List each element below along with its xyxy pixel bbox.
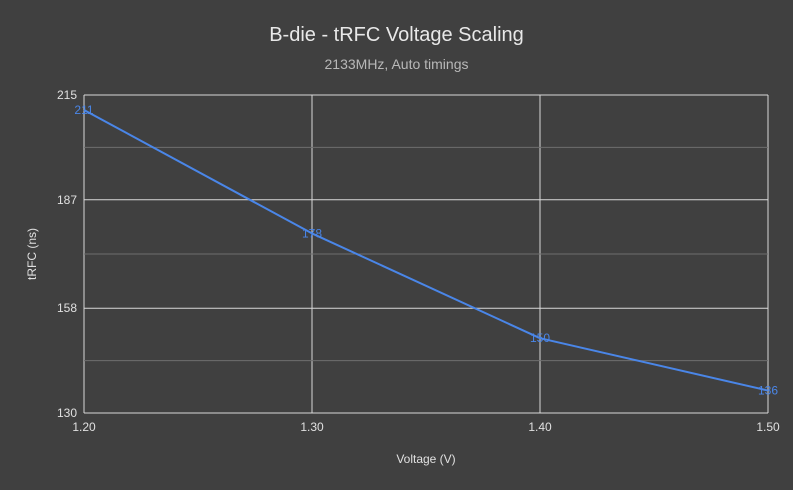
grid — [83, 94, 769, 414]
chart-subtitle: 2133MHz, Auto timings — [324, 56, 469, 72]
series — [83, 109, 769, 392]
y-tick-label: 215 — [57, 88, 77, 102]
y-axis-ticks: 130 158 187 215 — [57, 88, 77, 420]
data-label: 211 — [74, 103, 93, 117]
x-axis-ticks: 1.20 1.30 1.40 1.50 — [72, 420, 780, 434]
x-tick-label: 1.40 — [528, 420, 552, 434]
y-axis-title: tRFC (ns) — [25, 228, 39, 280]
y-tick-label: 158 — [57, 301, 77, 315]
chart-title: B-die - tRFC Voltage Scaling — [269, 24, 524, 46]
data-label: 136 — [758, 384, 778, 398]
data-label: 150 — [530, 331, 550, 345]
data-labels: 211 178 150 136 — [74, 103, 778, 398]
x-tick-label: 1.30 — [300, 420, 324, 434]
x-tick-label: 1.20 — [72, 420, 96, 434]
data-label: 178 — [302, 226, 322, 240]
x-tick-label: 1.50 — [756, 420, 780, 434]
series-line — [83, 109, 769, 392]
y-tick-label: 130 — [57, 406, 77, 420]
y-tick-label: 187 — [57, 193, 77, 207]
x-axis-title: Voltage (V) — [396, 452, 455, 466]
